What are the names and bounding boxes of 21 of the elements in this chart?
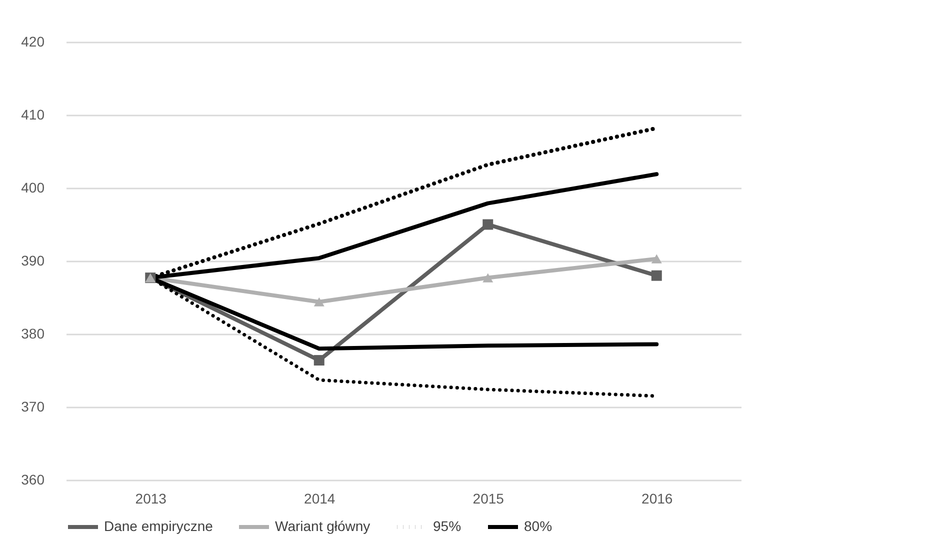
x-tick-label: 2013 <box>135 490 167 506</box>
x-tick-label: 2014 <box>304 490 336 506</box>
point <box>314 297 324 306</box>
y-tick-label: 400 <box>21 180 45 196</box>
point <box>314 355 324 366</box>
point <box>482 219 494 230</box>
y-tick-label: 370 <box>21 398 45 414</box>
point <box>651 254 662 264</box>
y-tick-label: 360 <box>21 472 45 488</box>
y-tick-label: 390 <box>21 252 45 268</box>
legend-label: 95% <box>433 518 462 534</box>
legend-label: Wariant główny <box>275 518 370 534</box>
point <box>482 273 494 282</box>
y-tick-label: 410 <box>21 106 45 122</box>
x-tick-label: 2015 <box>472 490 504 506</box>
point <box>651 270 662 281</box>
x-tick-label: 2016 <box>642 490 673 506</box>
legend-label: 80% <box>524 518 552 534</box>
legend-label: Dane empiryczne <box>104 518 214 534</box>
y-tick-label: 380 <box>21 326 45 342</box>
y-tick-label: 420 <box>21 34 45 50</box>
